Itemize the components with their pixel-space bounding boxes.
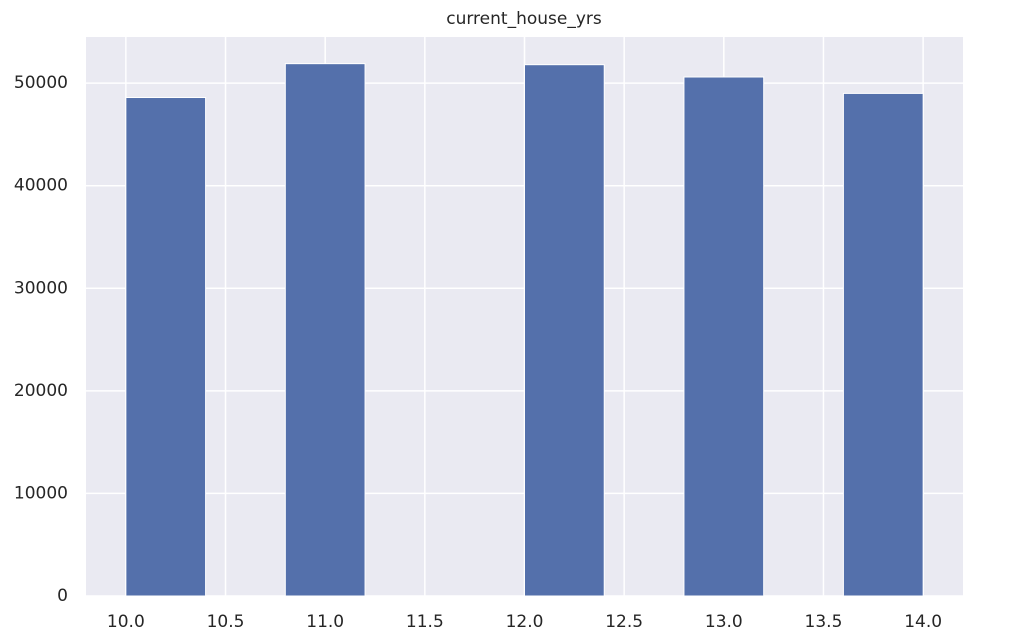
y-tick-label: 30000	[14, 278, 68, 298]
y-tick-label: 50000	[14, 73, 68, 93]
x-tick-label: 13.0	[705, 612, 743, 632]
x-tick-label: 10.5	[207, 612, 245, 632]
x-tick-label: 13.5	[805, 612, 843, 632]
bar	[125, 97, 207, 597]
bar	[524, 64, 605, 597]
y-tick-label: 20000	[14, 381, 68, 401]
y-tick-label: 40000	[14, 176, 68, 196]
bar	[284, 63, 366, 597]
bar	[842, 92, 924, 597]
x-tick-label: 11.0	[306, 612, 344, 632]
x-tick-label: 12.5	[605, 612, 643, 632]
x-tick-label: 14.0	[904, 612, 942, 632]
y-tick-label: 10000	[14, 483, 68, 503]
y-tick-label: 0	[57, 586, 68, 606]
x-tick-label: 10.0	[107, 612, 145, 632]
x-tick-label: 11.5	[406, 612, 444, 632]
chart-title: current_house_yrs	[446, 9, 602, 29]
bar	[683, 76, 765, 597]
x-tick-label: 12.0	[506, 612, 544, 632]
